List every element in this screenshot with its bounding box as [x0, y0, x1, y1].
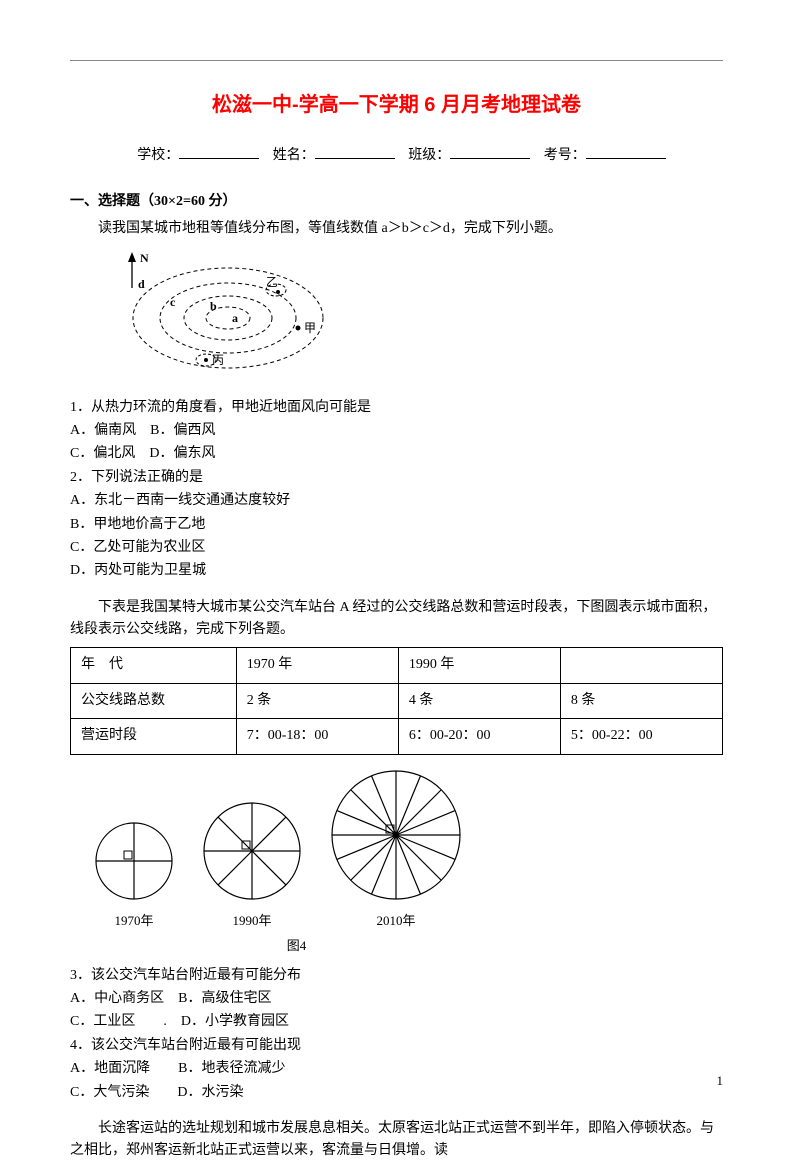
page-number: 1: [717, 1071, 724, 1092]
q4-opt-line1: A．地面沉降 B．地表径流减少: [70, 1058, 723, 1080]
q2-opt-d: D．丙处可能为卫星城: [70, 560, 723, 582]
cell-hours-2010: 5：00-22：00: [560, 719, 722, 754]
label-d: d: [138, 277, 145, 291]
class-label: 班级：: [408, 148, 450, 163]
table-row: 营运时段 7：00-18：00 6：00-20：00 5：00-22：00: [71, 719, 723, 754]
examno-blank[interactable]: [586, 145, 666, 159]
th-year: 年 代: [71, 648, 237, 683]
q4-stem: 4．该公交汽车站台附近最有可能出现: [70, 1035, 723, 1057]
tail-paragraph: 长途客运站的选址规划和城市发展息息相关。太原客运北站正式运营不到半年，即陷入停顿…: [70, 1118, 723, 1163]
q4-opt-line2: C．大气污染 D．水污染: [70, 1082, 723, 1104]
top-rule: [70, 60, 723, 61]
label-a: a: [232, 311, 238, 325]
north-label: N: [140, 251, 149, 265]
q1-stem: 1．从热力环流的角度看，甲地近地面风向可能是: [70, 397, 723, 419]
th-1990: 1990 年: [398, 648, 560, 683]
cell-routes-2010: 8 条: [560, 683, 722, 718]
q3-opt-line1: A．中心商务区 B．高级住宅区: [70, 988, 723, 1010]
cell-routes-1990: 4 条: [398, 683, 560, 718]
table-row: 公交线路总数 2 条 4 条 8 条: [71, 683, 723, 718]
bus-table: 年 代 1970 年 1990 年 公交线路总数 2 条 4 条 8 条 营运时…: [70, 647, 723, 754]
class-blank[interactable]: [450, 145, 530, 159]
circles-caption: 图4: [0, 936, 723, 957]
contour-diagram: N d c b a 甲 乙 丙: [110, 248, 723, 386]
circle-1970: 1970年: [94, 821, 174, 932]
q1-opt-line2: C．偏北风 D．偏东风: [70, 443, 723, 465]
circle-1990-label: 1990年: [202, 911, 302, 932]
section-1-head: 一、选择题（30×2=60 分）: [70, 191, 723, 213]
circle-diagrams: 1970年 1990年 2010年: [94, 769, 723, 932]
school-label: 学校：: [137, 148, 179, 163]
name-label: 姓名：: [273, 148, 315, 163]
circle-2010: 2010年: [330, 769, 462, 932]
th-blank: [560, 648, 722, 683]
page: 松滋一中-学高一下学期 6 月月考地理试卷 学校： 姓名： 班级： 考号： 一、…: [0, 0, 793, 1122]
label-jia: 甲: [304, 321, 316, 335]
q2-opt-c: C．乙处可能为农业区: [70, 537, 723, 559]
q3-stem: 3．该公交汽车站台附近最有可能分布: [70, 965, 723, 987]
examno-label: 考号：: [544, 148, 586, 163]
school-blank[interactable]: [179, 145, 259, 159]
cell-routes-1970: 2 条: [236, 683, 398, 718]
label-c: c: [170, 295, 176, 309]
label-bing: 丙: [212, 353, 224, 367]
q2-stem: 2．下列说法正确的是: [70, 467, 723, 489]
circle-2010-label: 2010年: [330, 911, 462, 932]
q3-opt-line2: C．工业区 . D．小学教育园区: [70, 1011, 723, 1033]
student-meta-line: 学校： 姓名： 班级： 考号：: [70, 145, 723, 167]
section-1-intro: 读我国某城市地租等值线分布图，等值线数值 a＞b＞c＞d，完成下列小题。: [70, 218, 723, 240]
table-row: 年 代 1970 年 1990 年: [71, 648, 723, 683]
table-intro: 下表是我国某特大城市某公交汽车站台 A 经过的公交线路总数和营运时段表，下图圆表…: [70, 597, 723, 642]
q2-opt-a: A．东北－西南一线交通通达度较好: [70, 490, 723, 512]
label-yi: 乙: [266, 275, 278, 289]
circle-1970-label: 1970年: [94, 911, 174, 932]
exam-title: 松滋一中-学高一下学期 6 月月考地理试卷: [70, 89, 723, 121]
cell-hours-1990: 6：00-20：00: [398, 719, 560, 754]
q1-opt-line1: A．偏南风 B．偏西风: [70, 420, 723, 442]
cell-hours-1970: 7：00-18：00: [236, 719, 398, 754]
th-1970: 1970 年: [236, 648, 398, 683]
circle-1990: 1990年: [202, 801, 302, 932]
label-b: b: [210, 299, 217, 313]
name-blank[interactable]: [315, 145, 395, 159]
cell-routes-label: 公交线路总数: [71, 683, 237, 718]
q2-opt-b: B．甲地地价高于乙地: [70, 514, 723, 536]
cell-hours-label: 营运时段: [71, 719, 237, 754]
